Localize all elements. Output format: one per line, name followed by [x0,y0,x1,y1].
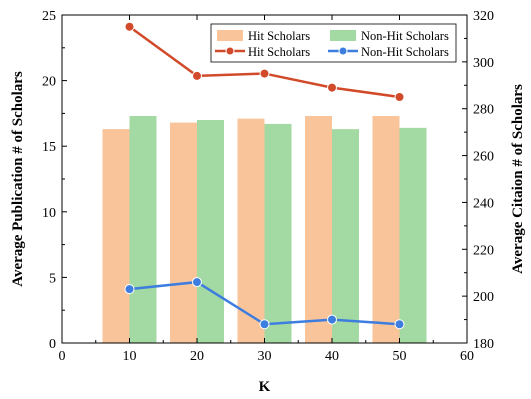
bars-layer [102,116,427,344]
legend: Hit Scholars Non-Hit Scholars Hit Schola… [210,23,457,63]
bar-hit-10 [102,129,130,343]
bar-hit-40 [305,116,332,343]
y2-tick-label-200: 200 [473,290,494,305]
bar-hit-50 [372,116,400,343]
y2-tick-label-280: 280 [473,103,494,118]
legend-swatch-hit-bar [217,30,243,41]
legend-marker-nonhit-line [338,46,348,56]
bar-nonhit-40 [332,129,359,343]
x-tick-label-10: 10 [123,349,137,364]
y-tick-label-5: 5 [49,271,56,286]
y2-tick-label-320: 320 [473,9,494,24]
x-axis-title: K [259,379,271,395]
y-axis-title-right: Average Citaion # of Scholars [510,84,526,274]
point-hit-10 [124,21,135,32]
legend-label-nonhit-bar: Non-Hit Scholars [361,29,449,43]
bar-nonhit-50 [399,127,427,343]
y2-tick-label-240: 240 [473,196,494,211]
point-nonhit-50 [394,319,405,330]
point-hit-50 [394,92,405,102]
legend-label-hit-bar: Hit Scholars [248,29,310,43]
x-tick-label-30: 30 [258,349,272,364]
point-hit-30 [259,68,270,79]
y2-tick-label-260: 260 [473,150,494,165]
x-tick-label-40: 40 [325,349,339,364]
point-hit-20 [192,70,202,81]
ticks-layer: 0 10 20 30 40 50 60 0 5 10 15 20 25 180 200 220 240 260 28… [42,9,494,364]
x-tick-label-0: 0 [59,349,66,364]
legend-marker-hit-line [225,46,235,56]
y2-tick-label-220: 220 [473,243,494,258]
bar-nonhit-10 [129,116,157,343]
point-nonhit-40 [327,314,337,325]
x-tick-label-20: 20 [190,349,204,364]
y2-tick-label-180: 180 [473,337,494,352]
legend-label-hit-line: Hit Scholars [248,45,310,59]
x-tick-label-50: 50 [393,349,407,364]
legend-label-nonhit-line: Non-Hit Scholars [361,45,449,59]
y-tick-label-15: 15 [42,140,56,155]
bar-nonhit-20 [197,119,224,344]
y-axis-title-left: Average Publication # of Scholars [10,71,26,287]
y-tick-label-0: 0 [49,337,56,352]
y-tick-label-20: 20 [42,75,56,90]
y-tick-label-10: 10 [42,206,56,221]
y2-tick-label-300: 300 [473,56,494,71]
point-hit-40 [327,82,337,93]
bar-hit-30 [237,118,265,343]
point-nonhit-30 [259,319,270,330]
bar-hit-20 [170,122,197,343]
bar-nonhit-30 [264,123,292,344]
x-tick-label-60: 60 [460,349,474,364]
y-tick-label-25: 25 [42,9,56,24]
legend-swatch-nonhit-bar [330,30,356,41]
point-nonhit-10 [124,284,135,295]
point-nonhit-20 [192,277,202,288]
lines-layer [124,21,405,330]
